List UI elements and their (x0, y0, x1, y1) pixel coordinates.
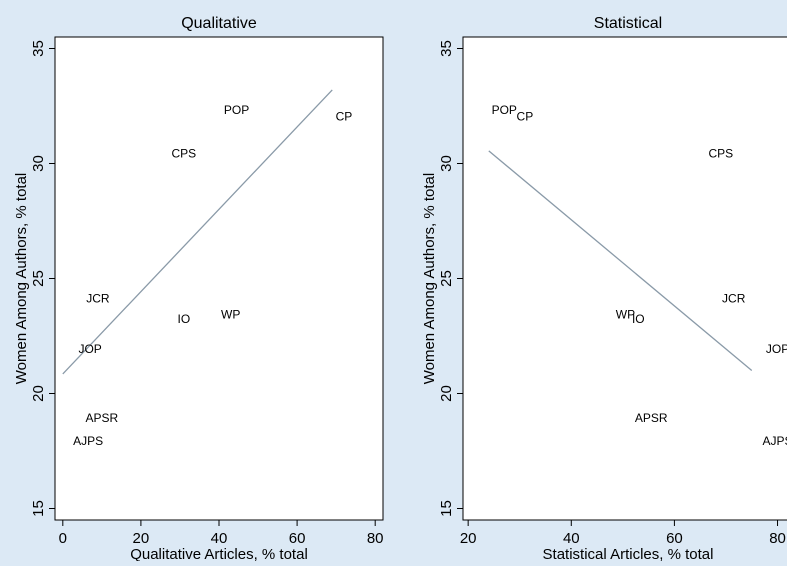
plot-area (462, 36, 787, 521)
x-tick-label: 20 (133, 530, 150, 547)
chart-panel-qualitative: Qualitative 15 20 25 30 35 0 20 40 60 80 Qualitativ… (13, 15, 384, 563)
point-label: AJPS (763, 434, 787, 448)
x-axis-label: Qualitative Articles, % total (130, 546, 308, 561)
point-label: POP (492, 103, 517, 117)
x-tick-label: 80 (769, 530, 786, 547)
y-tick-label: 30 (30, 155, 47, 172)
point-label: IO (178, 312, 191, 326)
point-label: APSR (635, 411, 668, 425)
y-tick-label: 25 (438, 270, 455, 287)
point-label: CPS (708, 146, 733, 160)
point-label: CP (517, 110, 534, 124)
point-label: WP (616, 307, 635, 321)
point-label: APSR (86, 411, 119, 425)
point-label: JCR (86, 291, 110, 305)
point-label: JOP (78, 342, 101, 356)
plot-area (54, 36, 384, 521)
x-tick-label: 0 (59, 530, 67, 547)
chart-title: Qualitative (181, 15, 257, 32)
y-axis-label: Women Among Authors, % total (421, 173, 438, 385)
point-label: JOP (766, 342, 787, 356)
y-tick-label: 25 (30, 270, 47, 287)
x-axis-label: Statistical Articles, % total (543, 546, 714, 561)
y-tick-label: 30 (438, 155, 455, 172)
y-tick-label: 15 (438, 500, 455, 517)
x-tick-label: 20 (460, 530, 477, 547)
chart-title: Statistical (594, 15, 662, 32)
y-tick-label: 20 (438, 385, 455, 402)
x-tick-label: 40 (563, 530, 580, 547)
point-label: POP (224, 103, 249, 117)
x-tick-label: 60 (666, 530, 683, 547)
x-tick-label: 80 (367, 530, 384, 547)
y-tick-label: 35 (438, 40, 455, 57)
y-tick-label: 35 (30, 40, 47, 57)
point-label: IO (632, 312, 645, 326)
point-label: JCR (722, 291, 746, 305)
point-label: CPS (172, 146, 197, 160)
x-tick-label: 60 (289, 530, 306, 547)
point-label: WP (221, 307, 240, 321)
y-axis-label: Women Among Authors, % total (13, 173, 30, 385)
fit-line (488, 150, 753, 371)
chart-panel-statistical: Statistical 15 20 25 30 35 20 40 60 80 Statistical… (421, 15, 787, 563)
fit-line (62, 89, 333, 375)
x-tick-label: 40 (211, 530, 228, 547)
point-label: AJPS (73, 434, 103, 448)
y-tick-label: 15 (30, 500, 47, 517)
point-label: CP (336, 110, 353, 124)
y-tick-label: 20 (30, 385, 47, 402)
